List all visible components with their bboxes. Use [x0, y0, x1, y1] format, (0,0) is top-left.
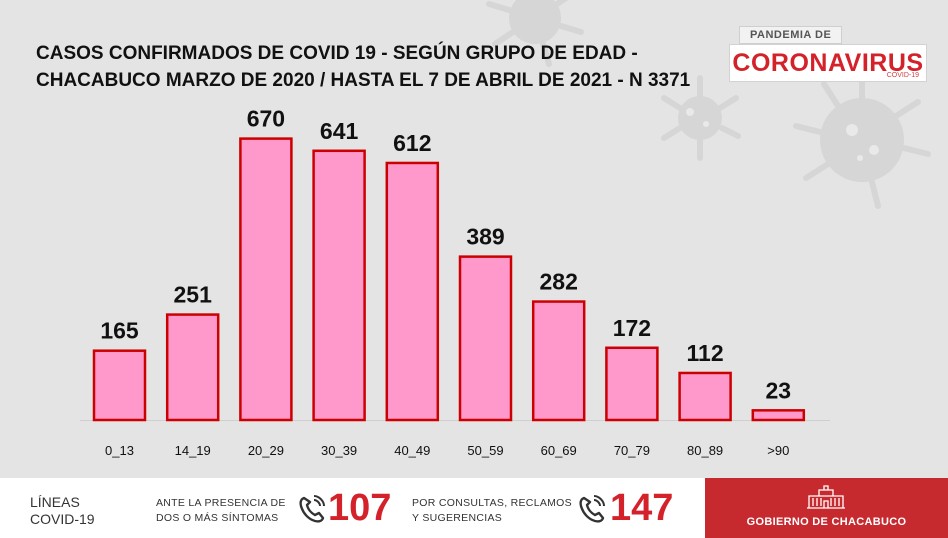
age-group-bar-chart: 165 0_13 251 14_19 670 20_29 641 30_39 612 40_49 3… — [80, 106, 830, 458]
bar-60_69 — [531, 300, 586, 422]
tick-label-70_79: 70_79 — [614, 443, 650, 458]
bar-30_39 — [312, 149, 366, 422]
chart-title: CASOS CONFIRMADOS DE COVID 19 - SEGÚN GR… — [36, 40, 696, 94]
tick-label-30_39: 30_39 — [321, 443, 357, 458]
pandemic-badge: PANDEMIA DE CORONAVIRUS COVID-19 — [729, 26, 927, 82]
data-label-40_49: 612 — [393, 130, 431, 156]
tick-label-80_89: 80_89 — [687, 443, 723, 458]
data-label-0_13: 165 — [100, 318, 139, 344]
symptoms-note: ANTE LA PRESENCIA DE DOS O MÁS SÍNTOMAS — [156, 496, 286, 526]
footer-bar: LÍNEAS COVID-19 ANTE LA PRESENCIA DE DOS… — [0, 478, 948, 538]
badge-subtitle: COVID-19 — [886, 72, 919, 79]
data-label-14_19: 251 — [174, 282, 213, 308]
inquiries-note: POR CONSULTAS, RECLAMOS Y SUGERENCIAS — [412, 496, 572, 526]
data-label->90: 23 — [766, 377, 792, 403]
town-hall-logo-icon — [807, 485, 845, 509]
symptoms-note-line-2: DOS O MÁS SÍNTOMAS — [156, 512, 279, 524]
data-label-70_79: 172 — [613, 315, 651, 341]
inquiries-note-line-1: POR CONSULTAS, RECLAMOS — [412, 497, 572, 509]
badge-tag: PANDEMIA DE — [739, 26, 843, 44]
bar-50_59 — [458, 255, 513, 422]
phone-icon — [579, 495, 605, 523]
tick-label-60_69: 60_69 — [541, 443, 577, 458]
bar-80_89 — [678, 371, 732, 422]
covid-lines-label-line-2: COVID-19 — [30, 511, 95, 527]
tick-label-50_59: 50_59 — [467, 443, 503, 458]
tick-label-0_13: 0_13 — [105, 443, 134, 458]
tick-label-14_19: 14_19 — [175, 443, 211, 458]
government-brand: GOBIERNO DE CHACABUCO — [705, 478, 948, 538]
tick-label-20_29: 20_29 — [248, 443, 284, 458]
bar-14_19 — [165, 313, 220, 422]
data-label-80_89: 112 — [687, 340, 724, 366]
phone-icon — [299, 495, 325, 523]
government-name: GOBIERNO DE CHACABUCO — [746, 516, 907, 528]
phone-number-147[interactable]: 147 — [610, 487, 674, 529]
bar->90 — [751, 409, 806, 422]
covid-lines-label: LÍNEAS COVID-19 — [30, 494, 95, 528]
chart-title-line-1: CASOS CONFIRMADOS DE COVID 19 - SEGÚN GR… — [36, 43, 638, 64]
bar-40_49 — [385, 161, 440, 422]
tick-label->90: >90 — [767, 443, 789, 458]
tick-label-40_49: 40_49 — [394, 443, 430, 458]
symptoms-note-line-1: ANTE LA PRESENCIA DE — [156, 497, 286, 509]
data-label-30_39: 641 — [320, 118, 359, 144]
chart-title-line-2: CHACABUCO MARZO DE 2020 / HASTA EL 7 DE … — [36, 70, 691, 91]
data-label-60_69: 282 — [540, 269, 578, 295]
bar-0_13 — [92, 349, 147, 422]
bar-70_79 — [605, 346, 659, 422]
bar-20_29 — [239, 137, 293, 422]
phone-number-107[interactable]: 107 — [328, 487, 392, 529]
data-label-50_59: 389 — [466, 224, 504, 250]
covid-lines-label-line-1: LÍNEAS — [30, 494, 80, 510]
inquiries-note-line-2: Y SUGERENCIAS — [412, 512, 503, 524]
badge-title: CORONAVIRUS — [729, 44, 927, 82]
data-label-20_29: 670 — [247, 106, 285, 132]
